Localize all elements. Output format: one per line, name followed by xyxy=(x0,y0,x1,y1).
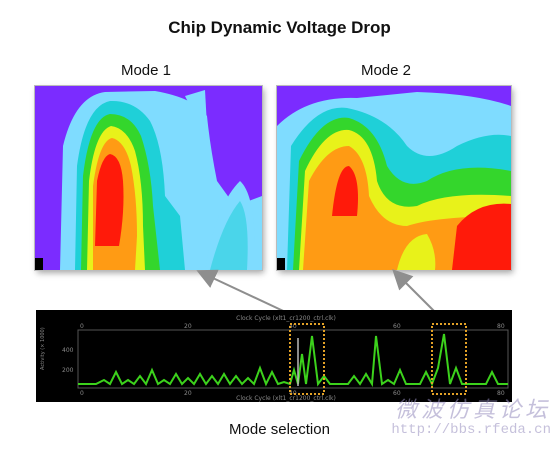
bottom-tick-label: 60 xyxy=(393,390,401,397)
mode-2-highlight-box xyxy=(431,323,467,395)
top-tick-label: 0 xyxy=(80,323,84,330)
figure-title: Chip Dynamic Voltage Drop xyxy=(168,18,391,37)
top-tick-label: 80 xyxy=(497,323,505,330)
top-tick-label: 60 xyxy=(393,323,401,330)
bottom-tick-label: 20 xyxy=(184,390,192,397)
mode-2-label: Mode 2 xyxy=(360,62,412,79)
mode-1-label: Mode 1 xyxy=(120,62,172,79)
watermark: 微波仿真论坛 http://bbs.rfeda.cn xyxy=(391,392,551,438)
mode-1-voltage-drop-map xyxy=(35,86,262,270)
waveform-header-label: Clock Cycle (xlt1_cr1200_ctrl.clk) xyxy=(236,315,336,322)
y-tick-label: 200 xyxy=(62,367,74,374)
bottom-tick-label: 40 xyxy=(289,390,297,397)
y-axis-label: Activity (× 1000) xyxy=(40,327,46,370)
arrow-to-mode-1 xyxy=(196,269,295,317)
y-tick-label: 400 xyxy=(62,347,74,354)
mode-2-voltage-drop-map xyxy=(277,86,511,270)
plot-frame xyxy=(77,329,509,389)
activity-waveform-panel: Clock Cycle (xlt1_cr1200_ctrl.clk) Clock… xyxy=(36,310,512,402)
bottom-tick-label: 80 xyxy=(497,390,505,397)
top-tick-label: 20 xyxy=(184,323,192,330)
watermark-chinese-text: 微波仿真论坛 xyxy=(394,398,551,423)
mode-2-heatmap-image xyxy=(277,86,511,270)
top-tick-label: 40 xyxy=(289,323,297,330)
waveform-footer-label: Clock Cycle (xlt1_cr1200_ctrl.clk) xyxy=(236,395,336,402)
mode-selection-caption: Mode selection xyxy=(229,421,330,438)
mode-1-highlight-box xyxy=(289,323,325,395)
watermark-url: http://bbs.rfeda.cn xyxy=(391,422,551,438)
bottom-tick-label: 0 xyxy=(80,390,84,397)
activity-waveform: Clock Cycle (xlt1_cr1200_ctrl.clk) Clock… xyxy=(36,310,512,402)
mode-1-heatmap-image xyxy=(35,86,262,270)
